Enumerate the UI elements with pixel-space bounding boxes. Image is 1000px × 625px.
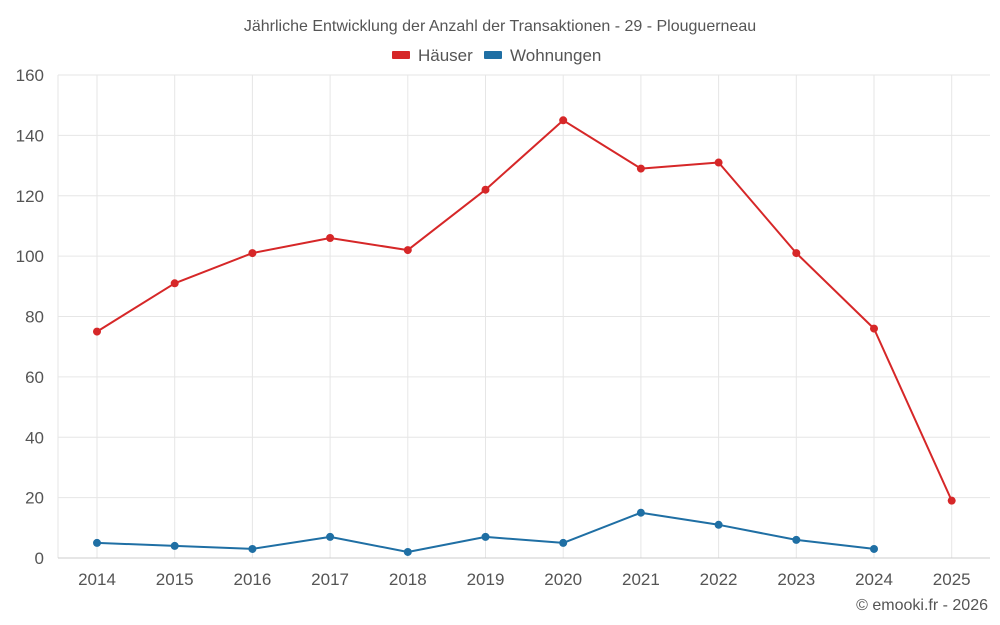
chart-title: Jährliche Entwicklung der Anzahl der Tra… xyxy=(244,18,756,35)
x-tick-label: 2022 xyxy=(700,570,738,589)
x-tick-label: 2018 xyxy=(389,570,427,589)
x-tick-label: 2016 xyxy=(233,570,271,589)
x-tick-label: 2024 xyxy=(855,570,893,589)
x-tick-label: 2014 xyxy=(78,570,116,589)
x-tick-label: 2025 xyxy=(933,570,971,589)
axes xyxy=(57,75,990,559)
legend-item-h-user[interactable]: Häuser xyxy=(392,46,473,65)
data-point-h-user[interactable] xyxy=(326,234,335,243)
data-point-h-user[interactable] xyxy=(170,279,179,288)
legend-swatch-h-user xyxy=(392,51,410,59)
x-axis-tick-labels: 2014 2015 2016 2017 2018 2019 2020 2021 2022 2023… xyxy=(78,570,971,589)
y-tick-label: 40 xyxy=(25,428,44,447)
legend-item-wohnungen[interactable]: Wohnungen xyxy=(484,46,601,65)
data-point-h-user[interactable] xyxy=(792,249,801,258)
data-point-wohnungen[interactable] xyxy=(170,541,179,550)
x-tick-label: 2019 xyxy=(467,570,505,589)
data-point-h-user[interactable] xyxy=(714,158,723,167)
legend-label-h-user: Häuser xyxy=(418,46,473,65)
data-point-h-user[interactable] xyxy=(248,249,257,258)
series-line-h-user xyxy=(96,119,953,502)
y-tick-label: 20 xyxy=(25,489,44,508)
data-point-wohnungen[interactable] xyxy=(403,547,412,556)
data-point-wohnungen[interactable] xyxy=(559,538,568,547)
legend[interactable]: Häuser Wohnungen xyxy=(392,46,601,65)
data-point-wohnungen[interactable] xyxy=(636,508,645,517)
data-point-h-user[interactable] xyxy=(947,496,956,505)
y-tick-label: 140 xyxy=(16,126,44,145)
data-point-h-user[interactable] xyxy=(93,327,101,336)
data-point-h-user[interactable] xyxy=(481,185,490,194)
y-tick-label: 60 xyxy=(25,368,44,387)
data-series xyxy=(93,116,956,556)
y-tick-label: 80 xyxy=(25,308,44,327)
data-point-wohnungen[interactable] xyxy=(481,532,490,541)
x-tick-label: 2015 xyxy=(156,570,194,589)
data-point-h-user[interactable] xyxy=(636,164,645,173)
x-tick-label: 2023 xyxy=(777,570,815,589)
credit-text[interactable]: © emooki.fr - 2026 xyxy=(856,597,988,614)
y-axis-tick-labels: 0 20 40 60 80 100 120 140 160 xyxy=(16,66,44,568)
data-point-h-user[interactable] xyxy=(870,324,878,333)
y-tick-label: 100 xyxy=(16,247,44,266)
data-point-h-user[interactable] xyxy=(559,116,568,125)
x-tick-label: 2020 xyxy=(544,570,582,589)
data-point-wohnungen[interactable] xyxy=(714,520,723,529)
y-tick-label: 0 xyxy=(35,549,44,568)
legend-label-wohnungen: Wohnungen xyxy=(510,46,601,65)
x-tick-label: 2021 xyxy=(622,570,660,589)
y-tick-label: 120 xyxy=(16,187,44,206)
y-gridlines xyxy=(58,74,990,499)
x-tick-label: 2017 xyxy=(311,570,349,589)
data-point-h-user[interactable] xyxy=(403,246,412,255)
y-tick-label: 160 xyxy=(16,66,44,85)
data-point-wohnungen[interactable] xyxy=(326,532,335,541)
legend-swatch-wohnungen xyxy=(484,51,502,59)
data-point-wohnungen[interactable] xyxy=(870,544,878,553)
data-point-wohnungen[interactable] xyxy=(93,538,101,547)
data-point-wohnungen[interactable] xyxy=(248,544,257,553)
data-point-wohnungen[interactable] xyxy=(792,535,801,544)
